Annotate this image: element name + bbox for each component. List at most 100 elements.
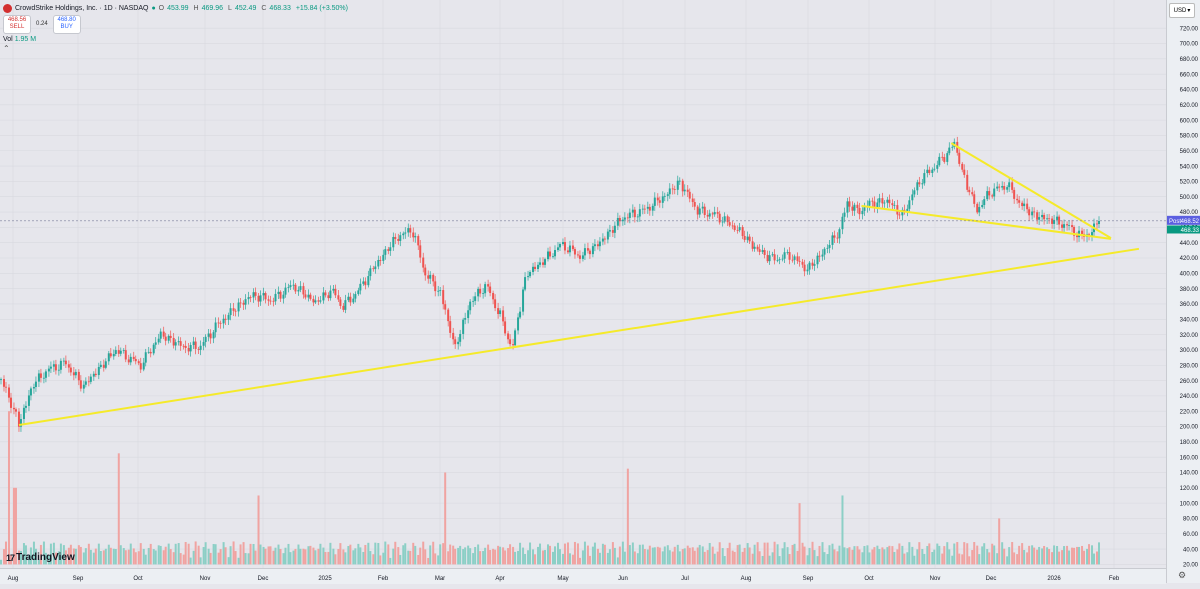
candle-body	[1068, 225, 1071, 226]
price-tick-label: 220.00	[1180, 409, 1199, 415]
volume-bar	[502, 547, 505, 565]
volume-bar	[973, 542, 976, 565]
grid-lines	[0, 0, 1166, 568]
volume-bar	[347, 546, 350, 565]
volume-bar	[558, 549, 561, 565]
volume-bar	[339, 543, 342, 565]
candle-body	[204, 336, 207, 343]
volume-bar	[389, 557, 392, 565]
candle-body	[157, 338, 160, 343]
volume-bar	[666, 545, 669, 565]
candle-body	[846, 201, 849, 213]
candle-body	[706, 214, 709, 217]
market-status-icon: ●	[151, 5, 156, 12]
trade-row: 468.56 SELL 0.24 468.80 BUY	[3, 14, 350, 34]
candle-body	[941, 156, 944, 158]
price-tick-label: 380.00	[1180, 287, 1199, 293]
candle-body	[334, 288, 337, 296]
volume-bar	[154, 550, 157, 565]
volume-bar	[1006, 556, 1009, 565]
volume-bar	[202, 547, 205, 565]
volume-bar	[307, 546, 310, 565]
sell-label: SELL	[9, 24, 25, 30]
volume-bar	[798, 503, 801, 565]
candle-body	[726, 216, 729, 223]
volume-bar	[843, 547, 846, 565]
volume-bar	[768, 555, 771, 565]
volume-bar	[289, 552, 292, 565]
candle-body	[259, 295, 262, 302]
volume-bar	[676, 544, 679, 565]
candle-body	[447, 309, 450, 322]
candle-body	[588, 250, 591, 255]
low-value: 452.49	[234, 5, 257, 12]
sell-button[interactable]: 468.56 SELL	[3, 14, 31, 34]
candle-body	[544, 259, 547, 265]
candle-body	[99, 364, 102, 367]
candle-body	[357, 290, 360, 295]
volume-bar	[751, 553, 754, 565]
price-axis[interactable]: 720.00 700.00 680.00 660.00 640.00 620.00 600.…	[1166, 0, 1200, 583]
volume-bar	[888, 545, 891, 565]
volume-bar	[404, 543, 407, 565]
candle-body	[621, 219, 624, 222]
volume-bar	[661, 551, 664, 565]
candle-body	[948, 147, 951, 154]
candle-body	[1056, 216, 1059, 220]
candle-body	[821, 254, 824, 257]
volume-bar	[818, 545, 821, 565]
volume-bar	[741, 551, 744, 565]
volume-bar	[382, 552, 385, 565]
price-tick-label: 80.00	[1183, 517, 1199, 523]
candle-body	[439, 290, 442, 291]
candle-body	[174, 342, 177, 346]
volume-bar	[681, 549, 684, 565]
volume-bar	[726, 548, 729, 565]
volume-bar	[1078, 546, 1081, 565]
sell-price: 468.56	[7, 17, 27, 23]
volume-bar	[47, 555, 50, 565]
volume-bar	[417, 554, 420, 565]
currency-selector[interactable]: USD ▾	[1169, 3, 1195, 18]
volume-bar	[14, 487, 17, 565]
volume-bar	[24, 545, 27, 565]
volume-bar	[74, 548, 77, 565]
price-tick-label: 440.00	[1180, 241, 1199, 247]
volume-bar	[996, 553, 999, 565]
tradingview-logo[interactable]: 17 TradingView	[6, 552, 75, 563]
post-price-value: 468.52	[1181, 219, 1200, 225]
candle-body	[766, 254, 769, 262]
volume-bar	[961, 554, 964, 565]
candle-body	[539, 262, 542, 265]
volume-bar	[547, 544, 550, 565]
buy-button[interactable]: 468.80 BUY	[52, 14, 81, 34]
time-tick-label: Nov	[930, 576, 941, 582]
time-tick-label: Sep	[73, 576, 84, 582]
volume-bar	[274, 547, 277, 565]
candle-body	[1013, 189, 1016, 199]
candle-body	[1033, 211, 1036, 213]
candle-body	[593, 244, 596, 247]
candle-body	[89, 376, 92, 382]
chart-area[interactable]: CrowdStrike Holdings, Inc. · 1D · NASDAQ…	[0, 0, 1166, 568]
time-axis[interactable]: Aug Sep Oct Nov Dec 2025 Feb Mar Apr May Jun Jul Aug…	[0, 568, 1166, 584]
candle-body	[1001, 186, 1004, 188]
buy-label: BUY	[60, 24, 73, 30]
candle-body	[613, 225, 616, 233]
volume-bar	[524, 553, 527, 565]
volume-bar	[723, 556, 726, 565]
candle-body	[791, 259, 794, 261]
candle-body	[971, 192, 974, 195]
chevron-up-icon[interactable]: ⌃	[3, 44, 10, 53]
symbol-title[interactable]: CrowdStrike Holdings, Inc. · 1D · NASDAQ	[15, 5, 149, 12]
volume-bar	[182, 554, 185, 565]
gear-icon[interactable]: ⚙	[1178, 570, 1187, 580]
candle-body	[269, 300, 272, 302]
volume-bar	[1058, 551, 1061, 565]
candle-body	[162, 331, 165, 337]
price-chart[interactable]	[0, 0, 1166, 568]
candle-body	[72, 372, 75, 376]
candle-body	[444, 304, 447, 310]
volume-bar	[831, 543, 834, 565]
volume-bar	[62, 545, 65, 565]
